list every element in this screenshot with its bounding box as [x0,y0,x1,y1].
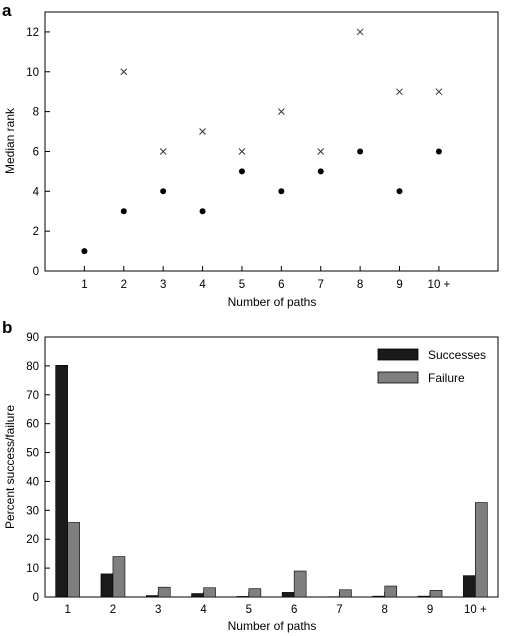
panel-a-x-axis-title: Number of paths [228,295,317,309]
panel-b-success-bar [417,595,431,598]
panel-a-x-tick-label: 8 [357,279,363,291]
legend-label-failure: Failure [428,371,465,385]
panel-b-failure-bar [475,502,488,598]
panel-b-y-tick-label: 0 [33,592,39,604]
panel-b-y-tick-label: 80 [26,361,39,373]
panel-a-x-tick-label: 1 [81,279,87,291]
panel-b-x-tick-label: 2 [110,604,116,616]
panel-b-x-tick-label: 10 + [464,604,487,616]
panel-a-y-tick-label: 6 [33,146,39,158]
panel-a-y-tick-label: 10 [26,67,39,79]
panel-a-cross-point [199,128,206,135]
panel-b-x-tick-label: 7 [336,604,342,616]
panel-a-cross-point [317,148,325,155]
panel-b-x-tick-label: 5 [246,604,252,616]
panel-b-x-axis-title: Number of paths [228,619,317,633]
panel-a-y-tick-label: 8 [33,107,39,119]
panel-b-y-tick-label: 90 [26,332,39,344]
panel-a-dot-point [160,188,167,195]
panel-b-failure-bar [157,586,171,598]
panel-a-x-tick-label: 9 [396,279,402,291]
panel-a-dot-point [278,188,285,195]
panel-b-x-tick-label: 8 [382,604,388,616]
panel-b-label: b [2,318,12,337]
panel-b-success-bar [145,595,159,598]
panel-b-success-bar [281,592,295,598]
panel-a-y-tick-label: 12 [26,27,39,39]
panel-b-y-tick-label: 20 [26,534,39,546]
panel-b-y-tick-label: 50 [26,448,39,460]
panel-b-failure-bar [67,522,80,598]
panel-b-success-bar [100,573,114,598]
panel-b-success-bar [463,575,476,598]
panel-b-x-tick-label: 4 [200,604,207,616]
panel-a-y-axis-title: Median rank [3,107,17,174]
panel-a-y-tick-label: 4 [33,186,40,198]
panel-a-cross-point [120,68,128,76]
panel-a-dot-point [396,188,403,195]
panel-b-failure-bar [384,585,398,598]
panel-b-x-tick-label: 6 [291,604,297,616]
panel-b-y-tick-label: 60 [26,419,39,431]
panel-b-failure-bar [429,590,443,598]
panel-a-dot-point [120,208,127,215]
panel-a-label: a [2,1,12,20]
panel-b-y-tick-label: 70 [26,390,39,402]
panel-b-legend: Successes Failure [377,348,486,385]
panel-a-cross-point [238,148,246,155]
panel-a-x-tick-label: 2 [121,279,127,291]
panel-a-dot-point [435,148,442,155]
panel-b-success-bar [191,593,204,598]
panel-b-failure-bar [203,587,216,598]
panel-b-y-axis-title: Percent success/failure [3,405,17,529]
panel-b-x-tick-label: 1 [64,604,70,616]
legend-label-successes: Successes [428,348,486,362]
panel-b-success-bar [327,596,340,598]
panel-a-dot-point [357,148,364,155]
panel-a-cross-point [277,108,285,115]
panel-b-success-bar [55,365,68,598]
panel-a-cross-point [435,88,443,96]
panel-b-x-tick-label: 3 [155,604,161,616]
panel-b-y-tick-label: 30 [26,505,39,517]
panel-b-failure-bar [339,589,352,598]
panel-b-failure-bar [248,588,262,598]
panel-b-failure-bar [112,556,126,598]
panel-b-plot-frame [44,336,499,598]
panel-a-x-tick-label: 5 [239,279,245,291]
panel-b-x-tick-label: 9 [427,604,433,616]
panel-a-dot-point [199,208,206,215]
panel-b-y-tick-label: 40 [26,476,39,488]
panel-a-x-tick-label: 4 [199,279,206,291]
panel-a-plot-frame [44,11,499,272]
panel-b-success-bar [236,596,250,598]
panel-a-x-tick-label: 6 [278,279,284,291]
panel-a-x-tick-label: 3 [160,279,166,291]
panel-a-y-tick-label: 2 [33,226,39,238]
panel-a-cross-point [356,28,364,36]
panel-b-bars: b 0 10 20 30 40 50 60 70 80 90 1 2 3 4 5 6 7 8 9 10 + Succ… [2,318,499,633]
panel-b-success-bar [372,595,386,598]
legend-swatch-successes [377,348,419,361]
panel-a-dot-point [238,168,245,175]
panel-a-dot-point [317,168,324,175]
panel-b-y-tick-label: 10 [26,563,39,575]
panel-a-y-tick-label: 0 [33,266,39,278]
legend-swatch-failure [377,371,419,384]
panel-a-x-tick-label: 7 [318,279,324,291]
panel-a-dot-point [81,248,88,255]
panel-a-cross-point [159,148,167,155]
panel-a-x-tick-label: 10 + [428,279,451,291]
panel-a-cross-point [396,88,403,96]
panel-b-failure-bar [293,570,307,598]
